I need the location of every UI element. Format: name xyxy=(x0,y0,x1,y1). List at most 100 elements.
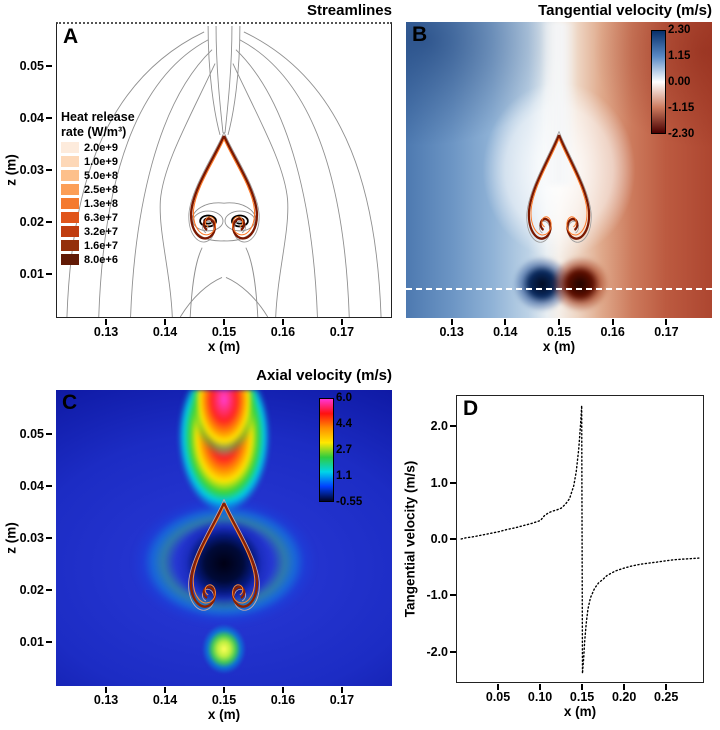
panel-c-plot-area: 6.0 4.4 2.7 1.1 -0.55 C xyxy=(56,390,392,686)
legend-label: 1.0e+9 xyxy=(84,155,118,168)
panel-d-y-axis-label: Tangential velocity (m/s) xyxy=(402,460,418,618)
y-tick-mark xyxy=(46,640,52,643)
y-tick-mark xyxy=(450,481,456,484)
y-tick-label: 0.02 xyxy=(19,582,44,597)
y-tick-mark xyxy=(450,650,456,653)
panel-c-x-ticks: 0.13 0.14 0.15 0.16 0.17 xyxy=(56,687,392,707)
legend-label: 3.2e+7 xyxy=(84,225,118,238)
x-tick-label: 0.14 xyxy=(152,325,178,339)
tangential-velocity-colorbar-labels: 2.30 1.15 0.00 -1.15 -2.30 xyxy=(668,24,710,140)
x-tick-mark xyxy=(497,684,500,690)
legend-entry: 2.0e+9 xyxy=(61,141,135,154)
panel-c-y-ticks: 0.01 0.02 0.03 0.04 0.05 xyxy=(14,390,52,686)
legend-label: 1.6e+7 xyxy=(84,239,118,252)
y-tick-label: 0.0 xyxy=(430,532,448,546)
y-tick-mark xyxy=(46,117,52,120)
legend-label: 5.0e+8 xyxy=(84,169,118,182)
legend-label: 2.0e+9 xyxy=(84,141,118,154)
panel-d-y-ticks: -2.0 -1.0 0.0 1.0 2.0 xyxy=(418,395,456,683)
x-tick-label: 0.05 xyxy=(485,690,511,704)
legend-color-swatch xyxy=(61,170,79,181)
panel-a-x-axis-label: x (m) xyxy=(207,339,241,354)
panel-b-x-axis-label: x (m) xyxy=(542,339,576,354)
x-tick-label: 0.13 xyxy=(439,325,464,339)
x-tick-mark xyxy=(665,684,668,690)
y-tick-label: -1.0 xyxy=(426,588,448,603)
legend-label: 6.3e+7 xyxy=(84,211,118,224)
tangential-velocity-profile-curve xyxy=(460,405,700,674)
legend-color-swatch xyxy=(61,226,79,237)
panel-b-title: Tangential velocity (m/s) xyxy=(538,2,712,19)
flame-contour-graphic xyxy=(188,499,260,611)
y-tick-label: 0.05 xyxy=(19,427,44,442)
panel-a-plot-area: A xyxy=(56,22,392,318)
x-tick-label: 0.14 xyxy=(152,693,178,707)
colorbar-tick-label: -1.15 xyxy=(668,102,695,114)
colorbar-tick-label: 1.15 xyxy=(668,50,691,62)
legend-color-swatch xyxy=(61,142,79,153)
y-tick-mark xyxy=(450,425,456,428)
legend-label: 8.0e+6 xyxy=(84,253,118,266)
legend-color-swatch xyxy=(61,240,79,251)
x-tick-mark xyxy=(539,684,542,690)
x-tick-mark xyxy=(164,319,167,325)
inlet-jet-spot xyxy=(202,623,246,675)
panel-b-x-ticks: 0.13 0.14 0.15 0.16 0.17 xyxy=(406,319,712,339)
colorbar-tick-label: 2.30 xyxy=(668,24,691,36)
x-tick-mark xyxy=(581,684,584,690)
x-tick-label: 0.16 xyxy=(270,693,296,707)
legend-color-swatch xyxy=(61,184,79,195)
y-tick-mark xyxy=(46,220,52,223)
legend-color-swatch xyxy=(61,254,79,265)
x-tick-label: 0.13 xyxy=(93,325,119,339)
panel-c-title: Axial velocity (m/s) xyxy=(256,367,392,384)
x-tick-label: 0.16 xyxy=(600,325,625,339)
x-tick-mark xyxy=(105,687,108,693)
legend-title: rate (W/m³) xyxy=(61,125,127,139)
x-tick-label: 0.15 xyxy=(546,325,572,339)
x-tick-mark xyxy=(164,687,167,693)
legend-entry: 1.0e+9 xyxy=(61,155,135,168)
y-tick-mark xyxy=(46,485,52,488)
axial-velocity-colorbar-labels: 6.0 4.4 2.7 1.1 -0.55 xyxy=(336,392,378,508)
x-tick-mark xyxy=(558,319,560,325)
streamlines-graphic xyxy=(66,25,382,317)
panel-d-x-ticks: 0.05 0.10 0.15 0.20 0.25 xyxy=(456,684,704,704)
panel-b: Tangential velocity (m/s) 2.30 1.15 0.00 -1… xyxy=(398,0,720,365)
panel-a-title: Streamlines xyxy=(306,2,392,19)
x-tick-label: 0.17 xyxy=(654,325,679,339)
x-tick-mark xyxy=(105,319,108,325)
y-tick-label: 0.02 xyxy=(19,214,44,229)
panel-a-y-ticks: 0.01 0.02 0.03 0.04 0.05 xyxy=(14,22,52,318)
x-tick-mark xyxy=(665,319,668,325)
panel-c-letter: C xyxy=(62,391,78,414)
panel-d-x-axis-label: x (m) xyxy=(563,704,597,719)
x-tick-mark xyxy=(611,319,614,325)
panel-c-x-axis-label: x (m) xyxy=(207,707,241,722)
colorbar-tick-label: 1.1 xyxy=(336,470,352,482)
x-tick-label: 0.17 xyxy=(329,693,355,707)
x-tick-label: 0.15 xyxy=(211,693,237,707)
y-tick-mark xyxy=(46,537,52,539)
y-tick-label: 1.0 xyxy=(430,475,448,490)
y-tick-label: 0.03 xyxy=(19,163,44,177)
x-tick-label: 0.10 xyxy=(527,690,553,704)
legend-entry: 3.2e+7 xyxy=(61,225,135,238)
y-tick-mark xyxy=(450,538,456,540)
panel-a: Streamlines z (m) 0.01 0.02 0.03 0.04 0.05 A xyxy=(0,0,398,365)
panel-b-plot-area: 2.30 1.15 0.00 -1.15 -2.30 B xyxy=(406,22,712,318)
x-tick-label: 0.15 xyxy=(211,325,237,339)
heat-release-legend: Heat release rate (W/m³) 2.0e+9 1.0e+9 5.0e+… xyxy=(61,110,135,266)
x-tick-mark xyxy=(281,687,284,693)
x-tick-label: 0.14 xyxy=(493,325,518,339)
y-tick-mark xyxy=(450,594,456,597)
y-tick-mark xyxy=(46,65,52,68)
x-tick-mark xyxy=(340,319,343,325)
legend-entry: 6.3e+7 xyxy=(61,211,135,224)
y-tick-label: 2.0 xyxy=(430,419,448,434)
y-tick-label: 0.01 xyxy=(19,634,44,649)
x-tick-mark xyxy=(223,319,225,325)
y-tick-label: -2.0 xyxy=(426,644,448,659)
y-tick-mark xyxy=(46,588,52,591)
